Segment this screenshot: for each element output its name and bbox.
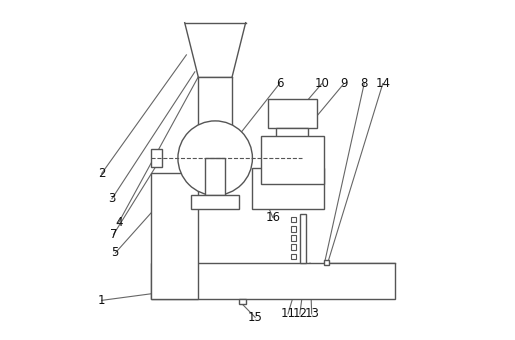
Bar [205, 158, 226, 195]
Bar [192, 195, 239, 209]
Text: 6: 6 [276, 77, 283, 90]
Text: 13: 13 [304, 307, 319, 320]
Bar [151, 173, 198, 299]
Bar [276, 128, 308, 150]
Bar [151, 149, 162, 167]
Text: 1: 1 [98, 294, 106, 307]
Text: 15: 15 [248, 311, 263, 324]
Bar [252, 168, 323, 209]
Text: 4: 4 [115, 216, 123, 229]
Text: 14: 14 [375, 77, 390, 90]
Bar [261, 136, 323, 184]
Text: 5: 5 [112, 246, 119, 259]
Text: 7: 7 [110, 228, 117, 241]
Text: 16: 16 [265, 211, 280, 224]
Text: 12: 12 [293, 307, 307, 320]
Circle shape [178, 121, 252, 196]
Bar [290, 244, 296, 250]
Text: 8: 8 [360, 77, 368, 90]
Bar [290, 254, 296, 259]
Text: 9: 9 [340, 77, 348, 90]
Bar [198, 77, 232, 129]
Text: 2: 2 [98, 167, 106, 180]
Text: 11: 11 [281, 307, 296, 320]
Bar [239, 299, 246, 304]
Bar [268, 99, 317, 128]
Bar [290, 226, 296, 232]
Bar [290, 235, 296, 241]
Bar [323, 260, 329, 266]
Bar [151, 263, 394, 299]
Bar [300, 214, 306, 263]
Bar [290, 217, 296, 222]
Text: 3: 3 [108, 192, 115, 205]
Text: 10: 10 [314, 77, 329, 90]
